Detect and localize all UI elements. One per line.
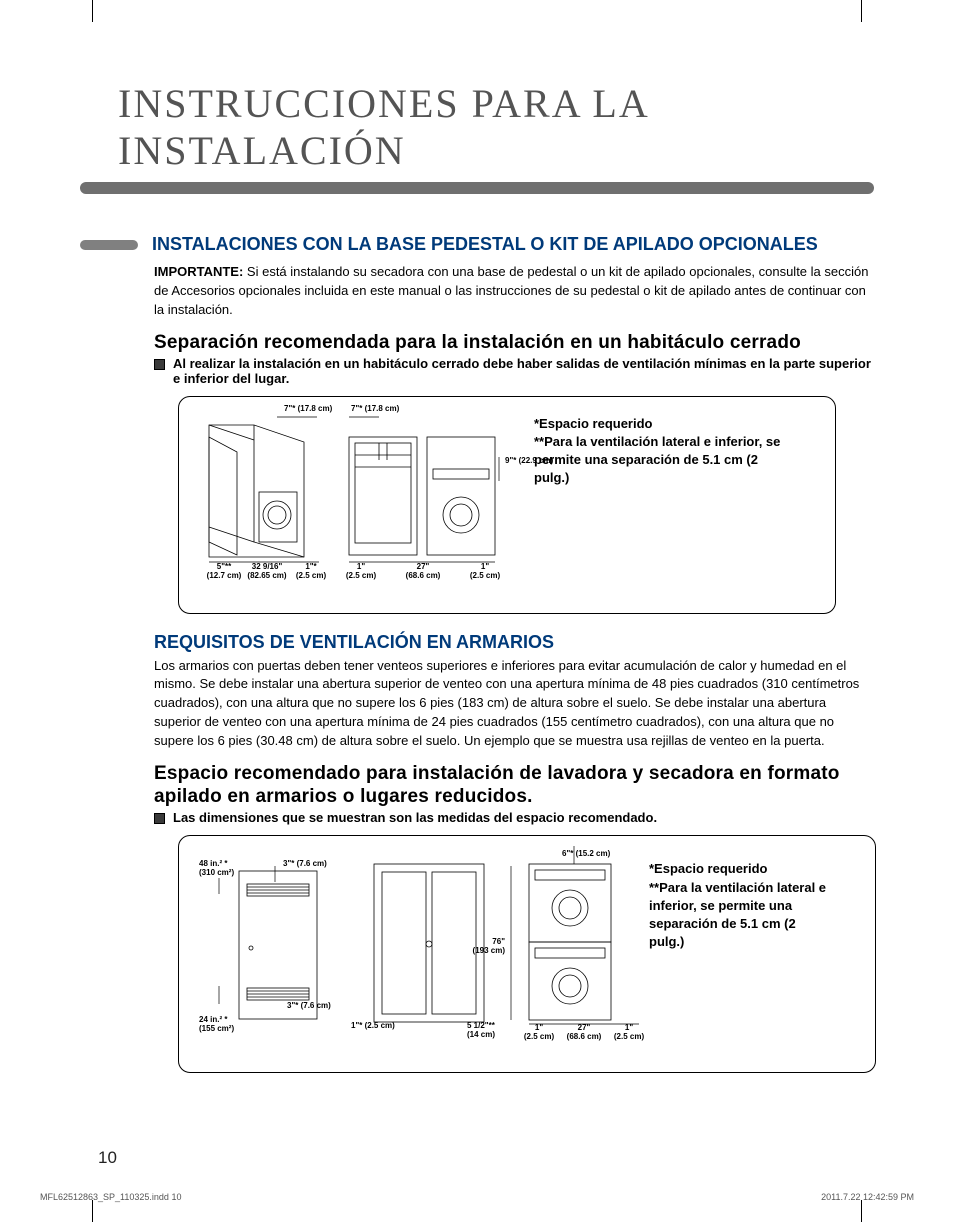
dim: 27" bbox=[417, 562, 430, 571]
bullet-icon bbox=[154, 813, 165, 824]
page-title: INSTRUCCIONES PARA LA INSTALACIÓN bbox=[118, 80, 874, 174]
dim: 24 in.² * bbox=[199, 1015, 228, 1024]
figure-1: 7"* (17.8 cm) 7"* (17.8 cm) 9"* (22.9 cm… bbox=[178, 396, 836, 614]
dim: 1"* (2.5 cm) bbox=[351, 1021, 395, 1030]
page: INSTRUCCIONES PARA LA INSTALACIÓN INSTAL… bbox=[0, 0, 954, 1222]
fig1-note-2: **Para la ventilación lateral e inferior… bbox=[534, 434, 780, 485]
dim: 3"* (7.6 cm) bbox=[287, 1001, 331, 1010]
figure-1-note: *Espacio requerido **Para la ventilación… bbox=[534, 415, 784, 488]
dim: 5 1/2"** bbox=[467, 1021, 496, 1030]
section-2-bullet-text: Las dimensiones que se muestran son las … bbox=[173, 810, 657, 825]
dim: (310 cm²) bbox=[199, 868, 234, 877]
footer-right: 2011.7.22 12:42:59 PM bbox=[821, 1192, 914, 1202]
section-1-bullet: Al realizar la instalación en un habitác… bbox=[154, 356, 874, 386]
dim: (155 cm²) bbox=[199, 1024, 234, 1033]
cropmark bbox=[861, 1200, 862, 1222]
dim: (82.65 cm) bbox=[247, 571, 286, 580]
dim: 7"* (17.8 cm) bbox=[284, 404, 333, 413]
section-1-subheading: Separación recomendada para la instalaci… bbox=[154, 332, 874, 354]
dim: (68.6 cm) bbox=[406, 571, 441, 580]
section-2-heading: REQUISITOS DE VENTILACIÓN EN ARMARIOS bbox=[154, 632, 874, 653]
dim: (2.5 cm) bbox=[296, 571, 327, 580]
dim: 1" bbox=[357, 562, 365, 571]
footer-left: MFL62512863_SP_110325.indd 10 bbox=[40, 1192, 181, 1202]
section-1-heading: INSTALACIONES CON LA BASE PEDESTAL O KIT… bbox=[152, 234, 818, 255]
dim: (2.5 cm) bbox=[614, 1032, 645, 1041]
dim: (14 cm) bbox=[467, 1030, 495, 1039]
dim: (2.5 cm) bbox=[524, 1032, 555, 1041]
dim: 48 in.² * bbox=[199, 859, 228, 868]
dim: (12.7 cm) bbox=[207, 571, 242, 580]
section-2-bullet: Las dimensiones que se muestran son las … bbox=[154, 810, 874, 825]
page-number: 10 bbox=[98, 1148, 117, 1168]
dim: 7"* (17.8 cm) bbox=[351, 404, 400, 413]
dim: 3"* (7.6 cm) bbox=[283, 859, 327, 868]
fig1-note-1: *Espacio requerido bbox=[534, 416, 652, 431]
title-underline bbox=[80, 182, 874, 194]
fig2-note-1: *Espacio requerido bbox=[649, 861, 767, 876]
section-pill bbox=[80, 240, 138, 250]
dim: 1" bbox=[481, 562, 489, 571]
figure-2: 48 in.² * (310 cm²) 3"* (7.6 cm) 24 in.²… bbox=[178, 835, 876, 1073]
dim: 5"** bbox=[217, 562, 232, 571]
dim: 6"* (15.2 cm) bbox=[562, 849, 611, 858]
section-2-subheading: Espacio recomendado para instalación de … bbox=[154, 763, 874, 809]
cropmark bbox=[861, 0, 862, 22]
cropmark bbox=[92, 1200, 93, 1222]
section-1-bullet-text: Al realizar la instalación en un habitác… bbox=[173, 356, 874, 386]
figure-2-note: *Espacio requerido **Para la ventilación… bbox=[649, 860, 827, 951]
content-area: INSTRUCCIONES PARA LA INSTALACIÓN INSTAL… bbox=[80, 80, 874, 1091]
dim: (2.5 cm) bbox=[346, 571, 377, 580]
dim: 76" bbox=[492, 937, 505, 946]
dim: (2.5 cm) bbox=[470, 571, 501, 580]
fig2-note-2: **Para la ventilación lateral e inferior… bbox=[649, 880, 826, 950]
dim: (193 cm) bbox=[473, 946, 506, 955]
importante-label: IMPORTANTE: bbox=[154, 264, 243, 279]
section-1-text: IMPORTANTE: Si está instalando su secado… bbox=[154, 263, 874, 320]
cropmark bbox=[92, 0, 93, 22]
dim: 32 9/16" bbox=[252, 562, 283, 571]
dim: 1"* bbox=[305, 562, 317, 571]
dim: (68.6 cm) bbox=[567, 1032, 602, 1041]
section-1-body: Si está instalando su secadora con una b… bbox=[154, 264, 868, 317]
bullet-icon bbox=[154, 359, 165, 370]
section-2-text: Los armarios con puertas deben tener ven… bbox=[154, 657, 874, 751]
section-1-header: INSTALACIONES CON LA BASE PEDESTAL O KIT… bbox=[80, 234, 874, 255]
